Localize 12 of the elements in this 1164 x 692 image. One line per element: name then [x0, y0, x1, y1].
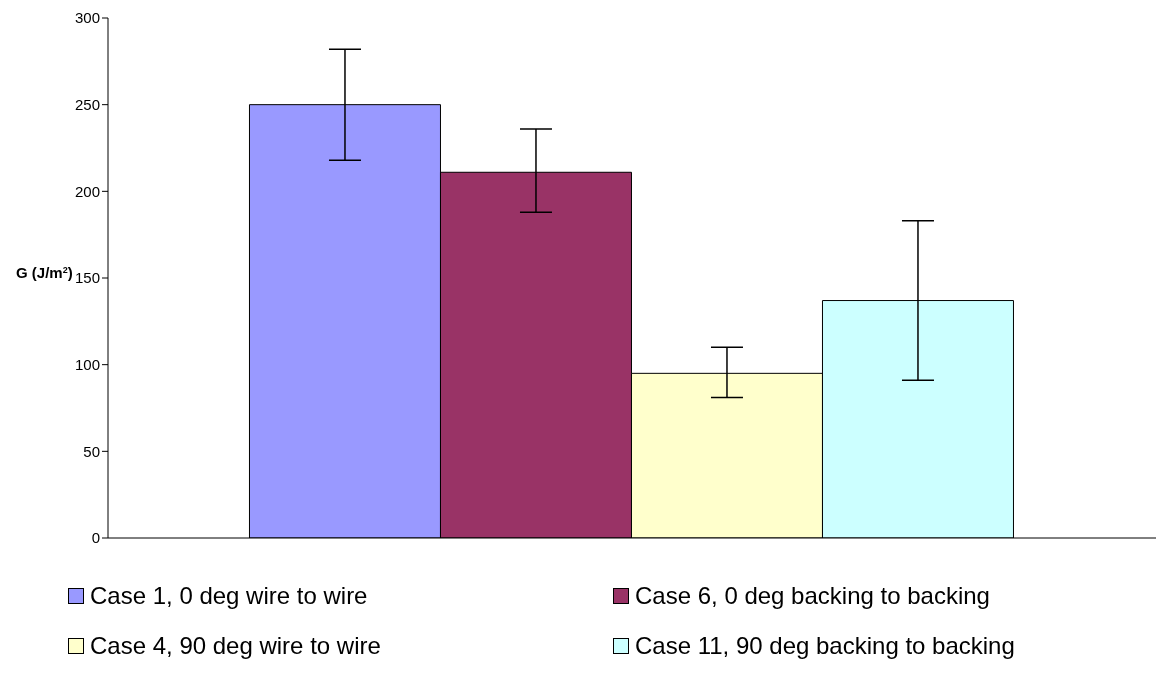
y-tick-label: 250	[74, 95, 100, 113]
y-tick-label: 100	[74, 355, 100, 373]
y-axis-title: G (J/m$^{2}$)	[16, 264, 73, 281]
y-tick-label: 150	[74, 269, 100, 287]
legend-label: Case 4, 90 deg wire to wire	[90, 632, 381, 660]
legend-label: Case 1, 0 deg wire to wire	[90, 582, 368, 610]
y-tick-label: 0	[91, 529, 100, 547]
legend-label: Case 6, 0 deg backing to backing	[635, 582, 990, 610]
y-tick-label: 300	[74, 9, 100, 27]
legend-label: Case 11, 90 deg backing to backing	[635, 632, 1015, 660]
y-tick-label: 200	[74, 182, 100, 200]
y-tick-label: 50	[83, 442, 100, 460]
